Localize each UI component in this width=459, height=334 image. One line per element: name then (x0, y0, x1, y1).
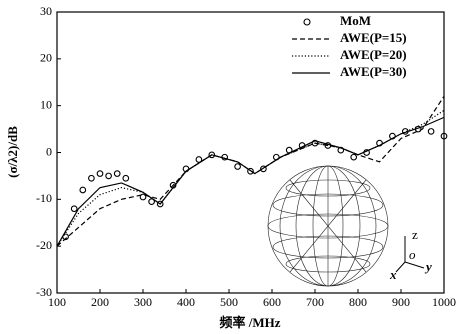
y-tick-label: 0 (46, 144, 52, 158)
legend-label: AWE(P=15) (340, 30, 407, 45)
inset-label: o (409, 247, 416, 262)
y-tick-label: 10 (40, 97, 52, 111)
x-tick-label: 300 (134, 295, 152, 309)
x-tick-label: 600 (263, 295, 281, 309)
marker (106, 173, 112, 179)
legend-label: MoM (340, 13, 371, 28)
marker (351, 154, 357, 160)
y-tick-label: 30 (40, 4, 52, 18)
inset-label: x (389, 267, 397, 282)
y-axis-title: (σ/λ2)/dB (5, 126, 20, 178)
marker (123, 175, 129, 181)
sphere-inset (268, 166, 388, 286)
marker (80, 187, 86, 193)
y-tick-label: -10 (36, 191, 52, 205)
x-tick-label: 700 (306, 295, 324, 309)
y-tick-label: 20 (40, 51, 52, 65)
marker (97, 171, 103, 177)
y-tick-label: -20 (36, 238, 52, 252)
x-tick-label: 200 (91, 295, 109, 309)
y-tick-label: -30 (36, 285, 52, 299)
x-axis-title: 频率 /MHz (219, 315, 280, 330)
x-tick-label: 800 (349, 295, 367, 309)
inset-label: y (424, 259, 432, 274)
inset-label: z (412, 227, 418, 242)
legend-label: AWE(P=20) (340, 47, 407, 62)
x-tick-label: 500 (220, 295, 238, 309)
legend-marker (304, 19, 310, 25)
x-tick-label: 1000 (432, 295, 456, 309)
marker (71, 206, 77, 212)
marker (114, 171, 120, 177)
marker (428, 129, 434, 135)
marker (89, 175, 95, 181)
x-tick-label: 400 (177, 295, 195, 309)
chart: 频率 /MHz (σ/λ2)/dB z o x y 10020030040050… (0, 0, 459, 334)
legend-label: AWE(P=30) (340, 64, 407, 79)
x-tick-label: 900 (392, 295, 410, 309)
marker (235, 164, 241, 170)
